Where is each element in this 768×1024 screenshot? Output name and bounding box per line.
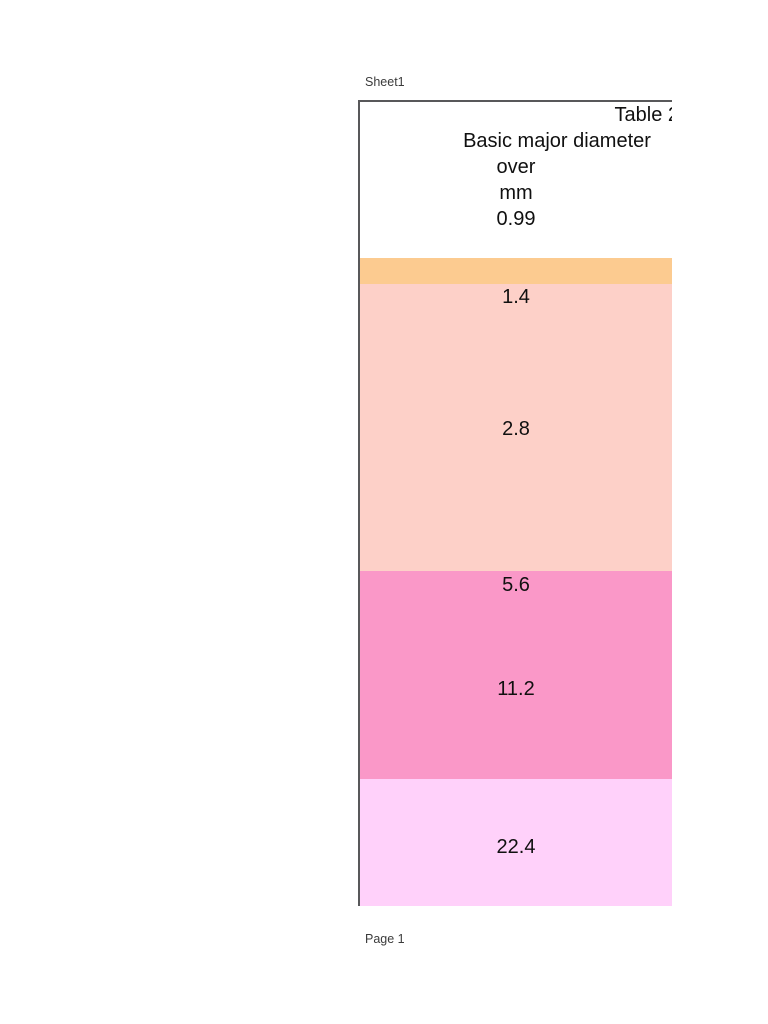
row-band-salmon: 1.4 2.8 [360, 284, 672, 571]
page-number-label: Page 1 [365, 932, 405, 946]
cell-value-22-4: 22.4 [496, 836, 536, 858]
cell-value-11-2: 11.2 [497, 678, 535, 700]
sheet-name-label: Sheet1 [365, 75, 405, 89]
row-band-white: 0.99 [360, 206, 672, 258]
cell-value-1-4: 1.4 [502, 286, 530, 308]
cell-value-2-8: 2.8 [502, 418, 530, 440]
table-title: Table 2 [614, 104, 673, 126]
row-band-lavender: 22.4 [360, 779, 672, 906]
cell-value-5-6: 5.6 [502, 574, 530, 596]
header-over: over [496, 156, 536, 178]
row-band-pink: 5.6 11.2 [360, 571, 672, 779]
cell-value-0-99: 0.99 [496, 208, 536, 230]
basic-major-diameter-table: Table 2 Basic major diameter over mm 0.9… [358, 100, 672, 906]
table-header: Table 2 Basic major diameter over mm [360, 102, 672, 208]
header-basic-major-diameter: Basic major diameter [463, 130, 651, 152]
row-band-orange [360, 258, 672, 284]
header-mm: mm [499, 182, 533, 204]
